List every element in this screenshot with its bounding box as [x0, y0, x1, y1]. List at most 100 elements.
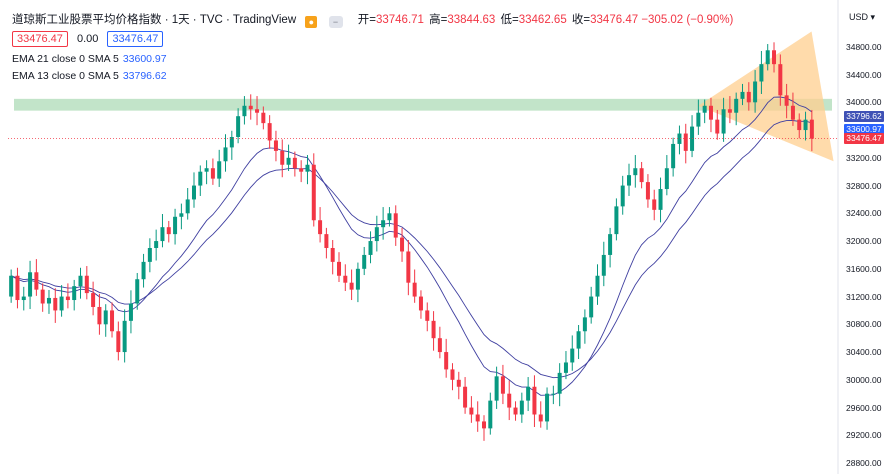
candle-body: [261, 112, 266, 124]
candle-body: [160, 227, 165, 242]
candle-body: [683, 133, 688, 151]
candle-body: [576, 331, 581, 349]
candle-body: [809, 119, 814, 139]
candle-body: [551, 393, 556, 395]
candle-body: [198, 171, 203, 186]
price-tag[interactable]: 33796.62: [844, 110, 884, 122]
candle-body: [179, 213, 184, 217]
candle-body: [154, 241, 159, 248]
hide-legend-icon[interactable]: −: [328, 16, 343, 28]
candle-body: [652, 199, 657, 210]
price-tick-label: 31200.00: [846, 291, 882, 302]
candle-body: [368, 241, 373, 255]
candle-body: [664, 168, 669, 190]
candle-body: [78, 275, 83, 287]
indicator-label: EMA 21 close 0 SMA 5: [12, 53, 119, 65]
support-zone: [14, 98, 832, 111]
candle-body: [627, 175, 632, 186]
candle-body: [280, 150, 285, 165]
candle-body: [21, 296, 26, 301]
currency-selector[interactable]: USD ▾: [849, 12, 876, 22]
candle-body: [513, 407, 518, 415]
candle-body: [456, 379, 461, 387]
candle-body: [381, 220, 386, 228]
candle-body: [740, 91, 745, 99]
candle-body: [671, 143, 676, 169]
candle-body: [28, 272, 33, 297]
candle-body: [9, 275, 14, 297]
candle-body: [330, 248, 335, 262]
candle-body: [336, 261, 341, 276]
candle-body: [570, 348, 575, 363]
indicator-ema13[interactable]: EMA 13 close 0 SMA 5 33796.62: [12, 70, 167, 82]
candle-body: [475, 414, 480, 422]
indicator-value: 33600.97: [122, 53, 167, 65]
candle-body: [469, 407, 474, 415]
candle-body: [431, 320, 436, 339]
market-status-icon: ●: [305, 16, 318, 28]
candle-body: [59, 296, 64, 311]
candle-body: [116, 331, 121, 353]
price-tick-label: 32800.00: [846, 180, 882, 191]
candle-body: [84, 275, 89, 294]
candle-body: [223, 147, 228, 162]
buy-price-box[interactable]: 33476.47: [107, 31, 164, 47]
candle-body: [595, 275, 600, 297]
candle-body: [545, 393, 550, 422]
candle-body: [784, 95, 789, 106]
candle-body: [614, 206, 619, 235]
candle-body: [374, 227, 379, 242]
candle-body: [147, 248, 152, 262]
candle-body: [173, 216, 178, 235]
candle-body: [191, 185, 196, 200]
price-tag[interactable]: 33600.97: [844, 124, 884, 136]
price-tick-label: 29200.00: [846, 430, 882, 441]
candle-body: [532, 386, 537, 415]
candle-body: [324, 234, 329, 248]
candle-body: [311, 164, 316, 221]
candle-body: [488, 400, 493, 429]
candle-body: [658, 189, 663, 210]
price-tick-label: 30000.00: [846, 374, 882, 385]
candle-body: [645, 182, 650, 200]
candle-body: [790, 105, 795, 120]
candle-body: [563, 362, 568, 373]
candle-body: [463, 386, 468, 408]
candle-body: [166, 227, 171, 235]
candle-body: [34, 272, 39, 290]
candle-body: [494, 376, 499, 401]
sell-price-box[interactable]: 33476.47: [12, 31, 68, 47]
candle-body: [299, 168, 304, 172]
candle-body: [248, 105, 253, 110]
candle-body: [772, 50, 777, 65]
price-tick-label: 31600.00: [846, 263, 882, 274]
candle-body: [797, 119, 802, 131]
candle-body: [91, 293, 96, 307]
candle-body: [639, 168, 644, 183]
price-tick-label: 29600.00: [846, 402, 882, 413]
candle-body: [273, 140, 278, 151]
candle-body: [318, 220, 323, 235]
candle-body: [229, 137, 234, 148]
change-value: −305.02 (−0.90%): [641, 14, 734, 26]
symbol-title[interactable]: 道琼斯工业股票平均价格指数 · 1天 · TVC · TradingView: [12, 14, 297, 26]
candle-body: [65, 296, 70, 301]
candle-body: [242, 105, 247, 117]
candle-body: [721, 109, 726, 134]
ema21-line: [11, 120, 812, 379]
candle-body: [425, 310, 430, 321]
candle-body: [803, 119, 808, 131]
price-tick-label: 30400.00: [846, 347, 882, 358]
candle-body: [526, 386, 531, 401]
candle-body: [746, 91, 751, 103]
indicator-ema21[interactable]: EMA 21 close 0 SMA 5 33600.97: [12, 53, 167, 65]
candle-body: [507, 393, 512, 408]
price-tag[interactable]: 33476.47: [844, 133, 884, 145]
candle-body: [444, 352, 449, 370]
close-value: 33476.47: [590, 14, 639, 26]
candle-body: [677, 133, 682, 144]
candle-body: [255, 109, 260, 113]
candle-body: [412, 282, 417, 297]
